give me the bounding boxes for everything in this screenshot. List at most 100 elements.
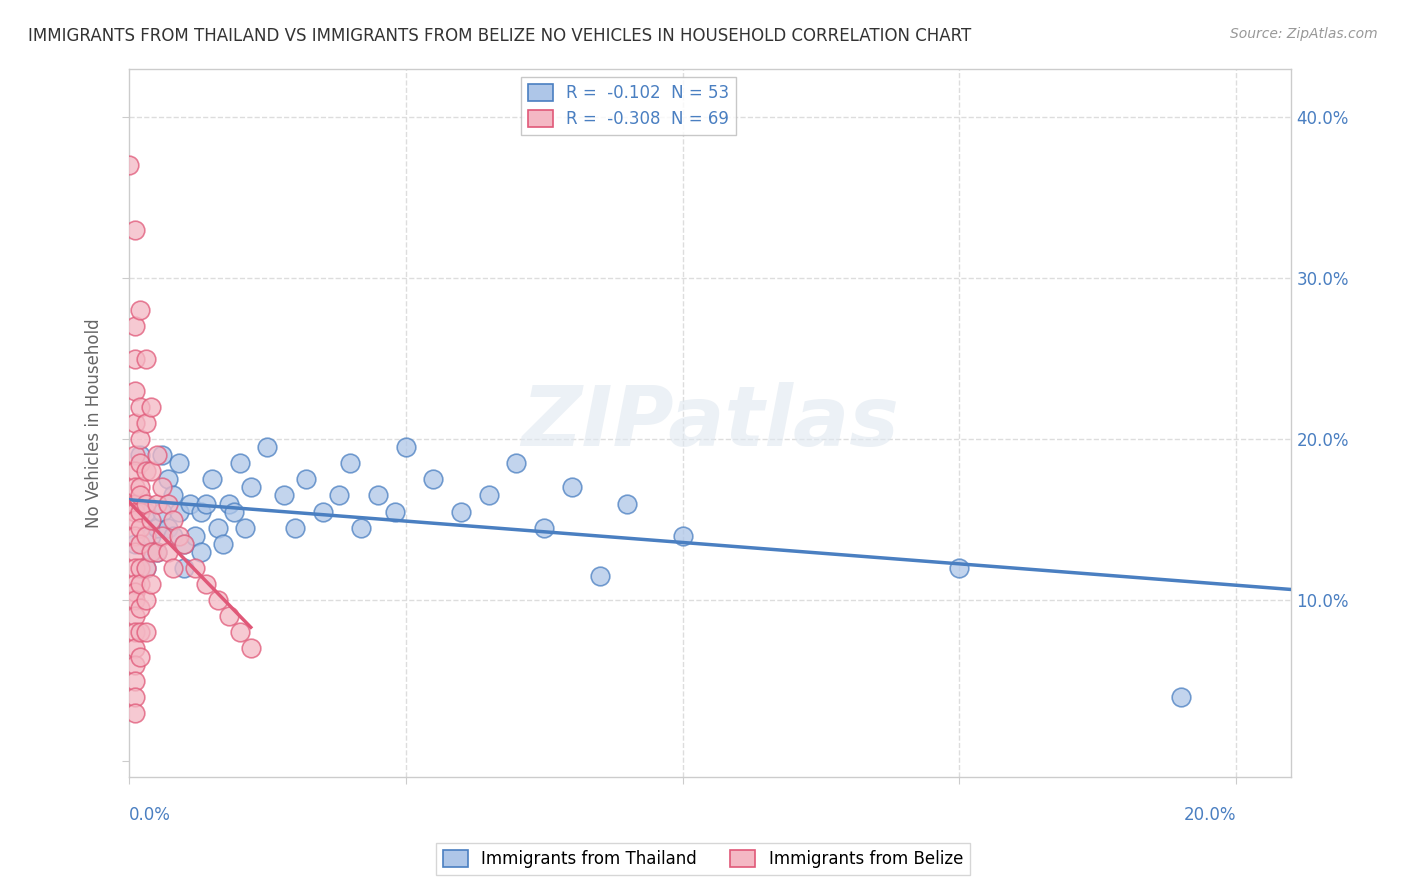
Point (218, 609, 240, 624)
Point (1170, 690, 1192, 704)
Point (118, 158, 141, 172)
Point (948, 561, 970, 575)
Point (162, 513, 184, 527)
Point (145, 545, 167, 559)
Point (339, 456, 361, 470)
Text: IMMIGRANTS FROM THAILAND VS IMMIGRANTS FROM BELIZE NO VEHICLES IN HOUSEHOLD CORR: IMMIGRANTS FROM THAILAND VS IMMIGRANTS F… (28, 27, 972, 45)
Text: ZIPatlas: ZIPatlas (522, 383, 900, 464)
Point (139, 545, 162, 559)
Point (135, 351, 157, 366)
Point (124, 657, 146, 672)
Point (124, 416, 146, 430)
Point (129, 488, 152, 502)
Point (124, 529, 146, 543)
Legend: Immigrants from Thailand, Immigrants from Belize: Immigrants from Thailand, Immigrants fro… (436, 843, 970, 875)
Point (129, 649, 152, 664)
Point (212, 537, 235, 551)
Point (167, 504, 190, 518)
Point (124, 545, 146, 559)
Point (150, 448, 173, 462)
Point (124, 504, 146, 518)
Point (139, 400, 162, 414)
Point (135, 529, 157, 543)
Point (173, 537, 195, 551)
Point (129, 561, 152, 575)
Point (124, 480, 146, 494)
Point (561, 480, 583, 494)
Point (162, 529, 184, 543)
Point (167, 456, 190, 470)
Point (124, 577, 146, 591)
Point (450, 504, 472, 518)
Point (135, 496, 157, 510)
Point (129, 456, 152, 470)
Point (129, 537, 152, 551)
Point (129, 521, 152, 535)
Point (145, 448, 167, 462)
Point (124, 609, 146, 624)
Point (233, 521, 256, 535)
Point (135, 561, 157, 575)
Point (145, 521, 167, 535)
Point (239, 480, 262, 494)
Point (239, 641, 262, 656)
Point (162, 488, 184, 502)
Point (135, 504, 157, 518)
Point (129, 504, 152, 518)
Point (124, 690, 146, 704)
Point (129, 480, 152, 494)
Point (616, 496, 638, 510)
Point (124, 319, 146, 334)
Text: 20.0%: 20.0% (1184, 806, 1236, 824)
Point (150, 480, 173, 494)
Point (124, 513, 146, 527)
Point (129, 432, 152, 446)
Point (588, 569, 610, 583)
Point (156, 496, 179, 510)
Point (350, 521, 373, 535)
Point (478, 488, 501, 502)
Point (671, 529, 693, 543)
Point (167, 529, 190, 543)
Point (367, 488, 389, 502)
Point (201, 472, 224, 486)
Point (218, 496, 240, 510)
Point (273, 488, 295, 502)
Point (124, 537, 146, 551)
Point (156, 545, 179, 559)
Point (533, 521, 555, 535)
Point (145, 496, 167, 510)
Point (129, 448, 152, 462)
Point (384, 504, 406, 518)
Point (139, 545, 162, 559)
Point (256, 440, 278, 454)
Point (156, 521, 179, 535)
Point (422, 472, 444, 486)
Y-axis label: No Vehicles in Household: No Vehicles in Household (86, 318, 103, 528)
Point (195, 577, 218, 591)
Point (162, 561, 184, 575)
Point (184, 561, 207, 575)
Point (124, 641, 146, 656)
Point (284, 521, 307, 535)
Point (124, 496, 146, 510)
Point (150, 504, 173, 518)
Point (124, 464, 146, 478)
Point (145, 545, 167, 559)
Point (135, 416, 157, 430)
Point (135, 464, 157, 478)
Point (124, 351, 146, 366)
Point (150, 529, 173, 543)
Point (129, 625, 152, 640)
Point (156, 472, 179, 486)
Point (228, 456, 250, 470)
Point (173, 537, 195, 551)
Point (139, 529, 162, 543)
Point (295, 472, 318, 486)
Point (224, 504, 246, 518)
Point (124, 593, 146, 607)
Point (228, 625, 250, 640)
Point (328, 488, 350, 502)
Point (129, 601, 152, 615)
Point (124, 222, 146, 236)
